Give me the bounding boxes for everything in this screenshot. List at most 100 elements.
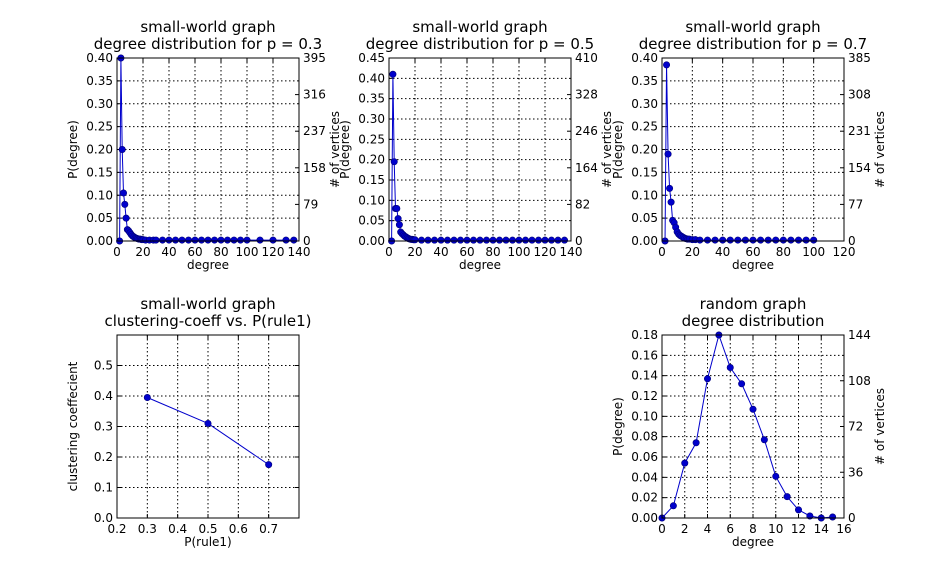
data-point xyxy=(290,236,298,244)
plot-frame xyxy=(388,57,572,242)
data-point xyxy=(456,236,464,244)
data-point xyxy=(719,236,727,244)
x-tick-label: 0 xyxy=(385,245,393,259)
data-point xyxy=(191,236,199,244)
y2-tick-label: 77 xyxy=(848,197,863,211)
x-tick-label: 0.5 xyxy=(198,522,217,536)
data-point xyxy=(764,236,772,244)
x-tick-label: 60 xyxy=(187,245,202,259)
x-tick-label: 100 xyxy=(236,245,259,259)
y-tick-label: 0.04 xyxy=(631,470,658,484)
y-axis-label: P(degree) xyxy=(338,120,352,179)
data-point xyxy=(389,70,397,78)
chart-p03: 0 20 40 60 80 100 120 140 0.00 0.05 0.10 0.15 0.20 0.… xyxy=(66,18,342,272)
data-point xyxy=(411,236,419,244)
data-point xyxy=(787,236,795,244)
data-point xyxy=(760,436,768,444)
y-tick-label: 0.10 xyxy=(86,188,113,202)
y-tick-label: 0.4 xyxy=(94,389,113,403)
y-tick-label: 0.0 xyxy=(94,511,113,525)
y2-tick-label: 385 xyxy=(848,51,871,65)
x-tick-label: 0 xyxy=(658,522,666,536)
x-tick-label: 40 xyxy=(433,245,448,259)
y-tick-label: 0.35 xyxy=(86,74,113,88)
y-tick-label: 0.10 xyxy=(358,193,385,207)
chart-title: degree distribution for p = 0.5 xyxy=(366,35,594,53)
data-point xyxy=(282,236,290,244)
y-tick-label: 0.06 xyxy=(631,450,658,464)
y-tick-label: 0.16 xyxy=(631,348,658,362)
data-point xyxy=(810,236,818,244)
plot-frame xyxy=(116,57,300,242)
data-point xyxy=(502,236,510,244)
y-axis-label: P(degree) xyxy=(66,120,80,179)
x-tick-label: 2 xyxy=(681,522,689,536)
data-point xyxy=(534,236,542,244)
data-point xyxy=(243,236,251,244)
y-tick-label: 0.15 xyxy=(358,173,385,187)
x-tick-label: 80 xyxy=(213,245,228,259)
chart-random: 0 2 4 6 8 10 12 14 16 0.00 0.02 0.04 0.06 0.08 0.10 0.1… xyxy=(611,295,887,549)
y-axis-label: P(degree) xyxy=(611,120,625,179)
data-point xyxy=(489,236,497,244)
data-point xyxy=(741,236,749,244)
data-point xyxy=(703,375,711,383)
y2-tick-label: 36 xyxy=(848,465,863,479)
y-tick-label: 0.05 xyxy=(631,211,658,225)
data-point xyxy=(541,236,549,244)
data-point xyxy=(696,236,704,244)
data-point xyxy=(469,236,477,244)
y-tick-label: 0.25 xyxy=(358,132,385,146)
data-point xyxy=(772,236,780,244)
data-point xyxy=(681,459,689,467)
data-point xyxy=(430,236,438,244)
data-point xyxy=(749,236,757,244)
data-point xyxy=(521,236,529,244)
data-point xyxy=(482,236,490,244)
x-tick-label: 0.6 xyxy=(229,522,248,536)
data-point xyxy=(211,236,219,244)
x-tick-label: 80 xyxy=(485,245,500,259)
y2-tick-label: 82 xyxy=(575,197,590,211)
plot-border xyxy=(116,334,300,519)
y-tick-label: 0.02 xyxy=(631,491,658,505)
data-point xyxy=(703,236,711,244)
x-tick-label: 20 xyxy=(407,245,422,259)
y2-tick-label: 164 xyxy=(575,161,598,175)
x-tick-label: 100 xyxy=(802,245,825,259)
plot-border xyxy=(661,334,845,519)
x-tick-label: 16 xyxy=(836,522,851,536)
data-point xyxy=(443,236,451,244)
y-tick-label: 0.5 xyxy=(94,359,113,373)
x-axis-label: degree xyxy=(459,258,501,272)
data-point xyxy=(757,236,765,244)
x-tick-label: 0 xyxy=(658,245,666,259)
data-point xyxy=(152,236,160,244)
data-point xyxy=(159,236,167,244)
data-point xyxy=(237,236,245,244)
y-tick-label: 0.35 xyxy=(358,92,385,106)
data-point xyxy=(204,419,212,427)
x-tick-label: 6 xyxy=(726,522,734,536)
x-tick-label: 0.4 xyxy=(168,522,187,536)
y-tick-label: 0.20 xyxy=(86,143,113,157)
data-point xyxy=(667,198,675,206)
y2-tick-label: 158 xyxy=(303,161,326,175)
data-point xyxy=(794,236,802,244)
y-tick-label: 0.20 xyxy=(631,143,658,157)
x-tick-label: 60 xyxy=(459,245,474,259)
y-tick-label: 0.40 xyxy=(86,51,113,65)
y-tick-label: 0.25 xyxy=(86,120,113,134)
data-point xyxy=(204,236,212,244)
x-tick-label: 120 xyxy=(534,245,557,259)
x-tick-label: 140 xyxy=(560,245,583,259)
x-tick-label: 0.2 xyxy=(107,522,126,536)
y-tick-label: 0.30 xyxy=(86,97,113,111)
y-tick-label: 0.00 xyxy=(358,234,385,248)
y-tick-label: 0.3 xyxy=(94,420,113,434)
y-tick-label: 0.2 xyxy=(94,450,113,464)
y2-tick-label: 316 xyxy=(303,88,326,102)
y2-axis-label: # of vertices xyxy=(873,111,887,188)
y2-axis-label: # of vertices xyxy=(873,388,887,465)
data-point xyxy=(185,236,193,244)
